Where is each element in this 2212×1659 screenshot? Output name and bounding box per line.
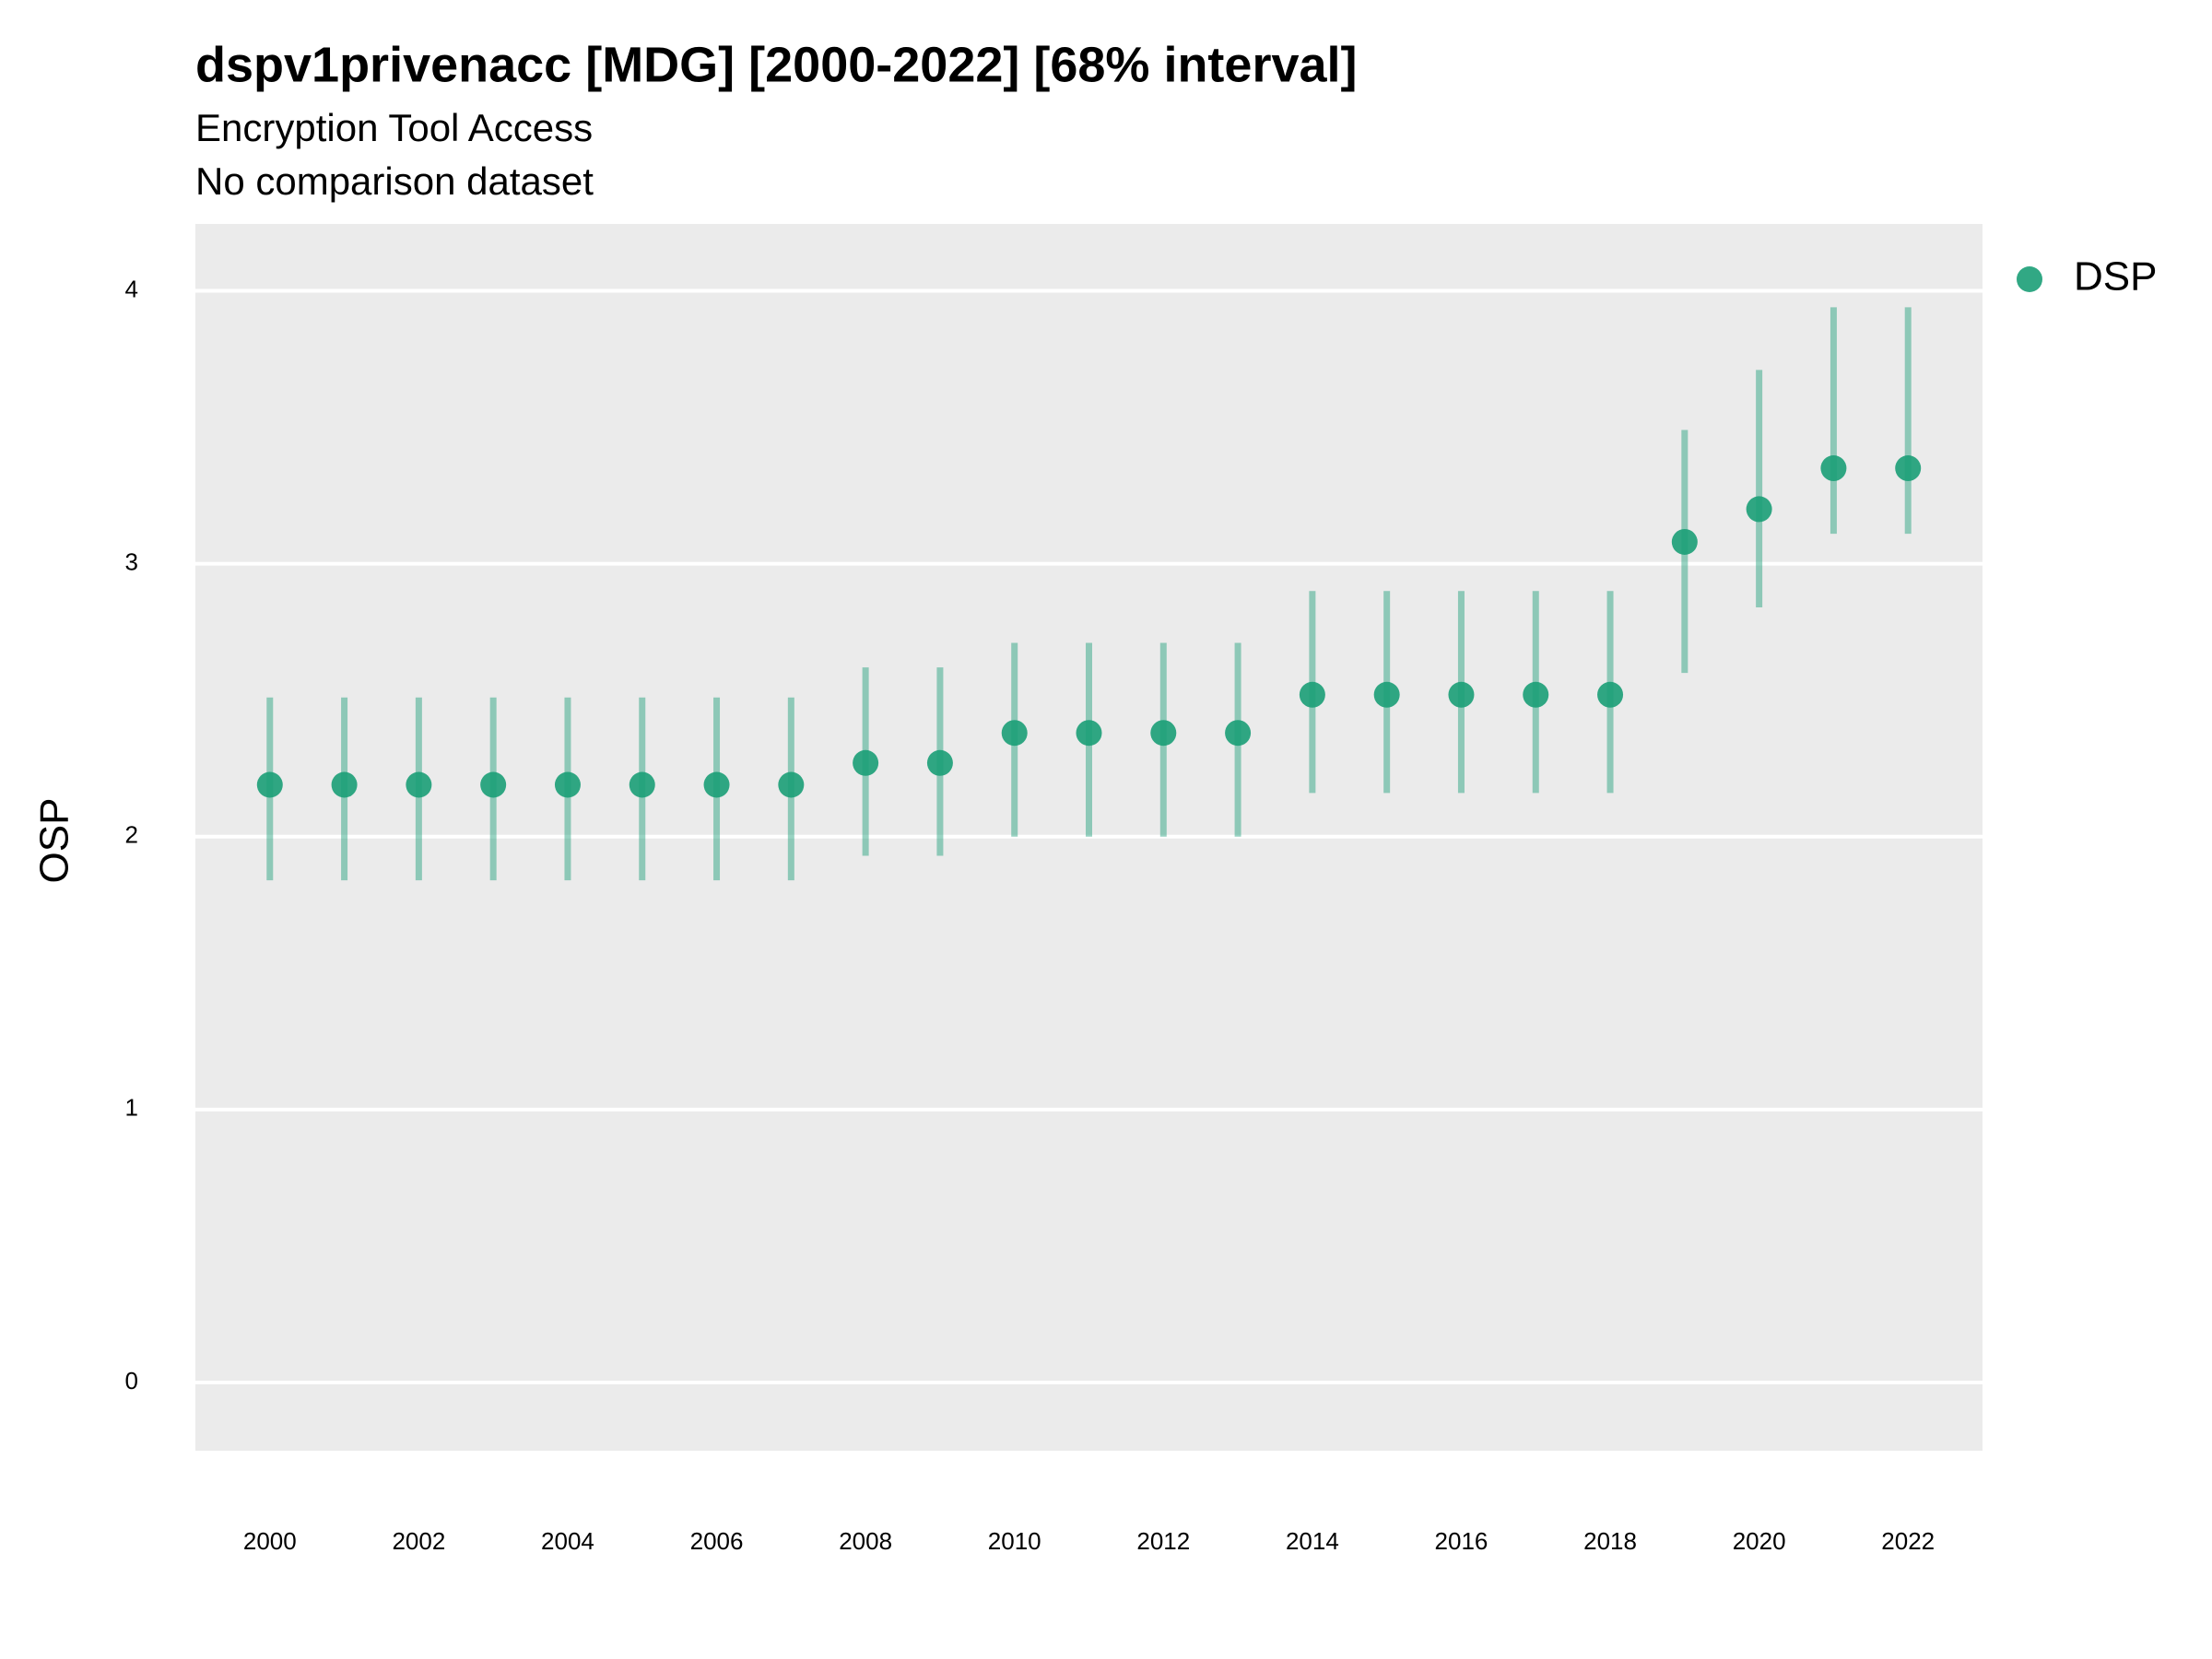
point: [480, 771, 507, 798]
y-tick-label: 1: [125, 1094, 138, 1122]
point: [703, 771, 730, 798]
point: [629, 771, 655, 798]
y-tick-label: 3: [125, 548, 138, 576]
legend-marker: [2017, 266, 2042, 292]
chart-subtitle: No comparison dataset: [195, 159, 594, 203]
point: [1150, 720, 1177, 747]
point: [778, 771, 805, 798]
point: [1597, 681, 1624, 708]
x-tick-label: 2008: [839, 1527, 892, 1555]
legend-label: DSP: [2074, 254, 2157, 300]
point: [1671, 528, 1698, 555]
point: [256, 771, 283, 798]
x-tick-label: 2006: [690, 1527, 744, 1555]
x-tick-label: 2002: [392, 1527, 445, 1555]
point: [1225, 720, 1252, 747]
x-tick-label: 2000: [243, 1527, 297, 1555]
point: [1746, 496, 1772, 523]
y-tick-label: 4: [125, 275, 138, 302]
x-tick-label: 2018: [1583, 1527, 1637, 1555]
x-tick-label: 2004: [541, 1527, 594, 1555]
x-tick-label: 2012: [1136, 1527, 1190, 1555]
x-tick-label: 2022: [1881, 1527, 1935, 1555]
y-tick-label: 0: [125, 1367, 138, 1394]
point: [554, 771, 581, 798]
point: [1373, 681, 1400, 708]
chart-title: dspv1privenacc [MDG] [2000-2022] [68% in…: [195, 37, 1358, 92]
point: [1820, 455, 1847, 482]
x-tick-label: 2010: [988, 1527, 1041, 1555]
chart-subtitle: Encryption Tool Access: [195, 106, 593, 149]
point: [1895, 455, 1922, 482]
point: [1448, 681, 1475, 708]
x-tick-label: 2020: [1733, 1527, 1786, 1555]
x-tick-label: 2016: [1435, 1527, 1488, 1555]
y-tick-label: 2: [125, 821, 138, 849]
point: [853, 749, 879, 776]
y-axis-label: OSP: [32, 798, 77, 884]
point: [1001, 720, 1028, 747]
point: [926, 749, 953, 776]
point: [406, 771, 432, 798]
point: [1523, 681, 1549, 708]
point: [1076, 720, 1102, 747]
x-tick-label: 2014: [1286, 1527, 1339, 1555]
point: [1299, 681, 1325, 708]
point: [331, 771, 358, 798]
